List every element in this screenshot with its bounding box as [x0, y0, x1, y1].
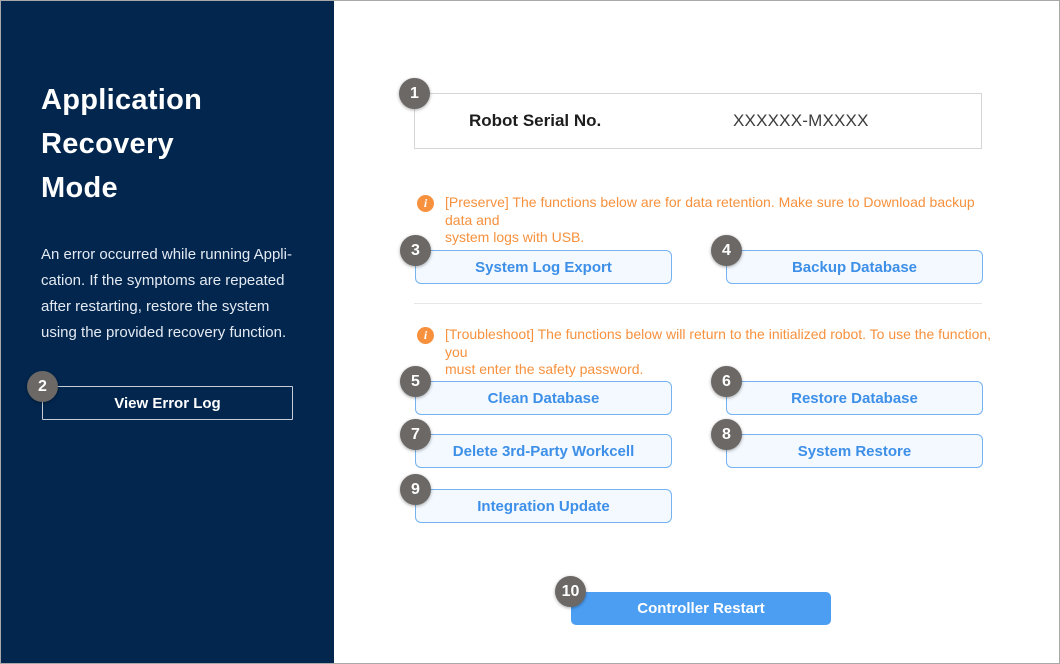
step-badge-8: 8	[711, 419, 742, 450]
page-title: Application Recovery Mode	[41, 84, 203, 204]
delete-3rd-party-workcell-button[interactable]: 7 Delete 3rd-Party Workcell	[400, 419, 672, 468]
backup-database-label: Backup Database	[791, 258, 918, 276]
view-error-log-label: View Error Log	[114, 394, 221, 412]
system-log-export-label: System Log Export	[475, 258, 612, 276]
system-restore-button[interactable]: 8 System Restore	[711, 419, 983, 468]
system-restore-label: System Restore	[797, 442, 912, 460]
step-badge-7: 7	[400, 419, 431, 450]
system-log-export-button[interactable]: 3 System Log Export	[400, 235, 672, 284]
sidebar: Application Recovery Mode An error occur…	[1, 1, 334, 663]
step-badge-6: 6	[711, 366, 742, 397]
info-icon: i	[417, 195, 434, 212]
view-error-log-button[interactable]: 2 View Error Log	[27, 371, 293, 420]
preserve-note: [Preserve] The functions below are for d…	[445, 194, 975, 245]
step-badge-10: 10	[555, 576, 586, 607]
robot-serial-label: Robot Serial No.	[469, 111, 602, 130]
controller-restart-button[interactable]: 10 Controller Restart	[555, 576, 831, 625]
info-icon: i	[417, 327, 434, 344]
controller-restart-label: Controller Restart	[637, 600, 765, 617]
backup-database-button[interactable]: 4 Backup Database	[711, 235, 983, 284]
clean-database-label: Clean Database	[487, 389, 600, 407]
step-badge-9: 9	[400, 474, 431, 505]
clean-database-button[interactable]: 5 Clean Database	[400, 366, 672, 415]
sidebar-description: An error occurred while running Appli- c…	[41, 246, 292, 341]
troubleshoot-note: [Troubleshoot] The functions below will …	[445, 326, 992, 377]
delete-3rd-party-workcell-label: Delete 3rd-Party Workcell	[452, 442, 635, 460]
step-badge-1: 1	[399, 78, 430, 109]
robot-serial-card: 1 Robot Serial No. XXXXXX-MXXXX	[399, 78, 982, 149]
step-badge-4: 4	[711, 235, 742, 266]
robot-serial-value: XXXXXX-MXXXX	[733, 111, 869, 130]
section-divider	[414, 303, 982, 304]
integration-update-button[interactable]: 9 Integration Update	[400, 474, 672, 523]
step-badge-5: 5	[400, 366, 431, 397]
step-badge-2: 2	[27, 371, 58, 402]
restore-database-label: Restore Database	[791, 389, 918, 407]
restore-database-button[interactable]: 6 Restore Database	[711, 366, 983, 415]
integration-update-label: Integration Update	[477, 497, 610, 515]
step-badge-3: 3	[400, 235, 431, 266]
